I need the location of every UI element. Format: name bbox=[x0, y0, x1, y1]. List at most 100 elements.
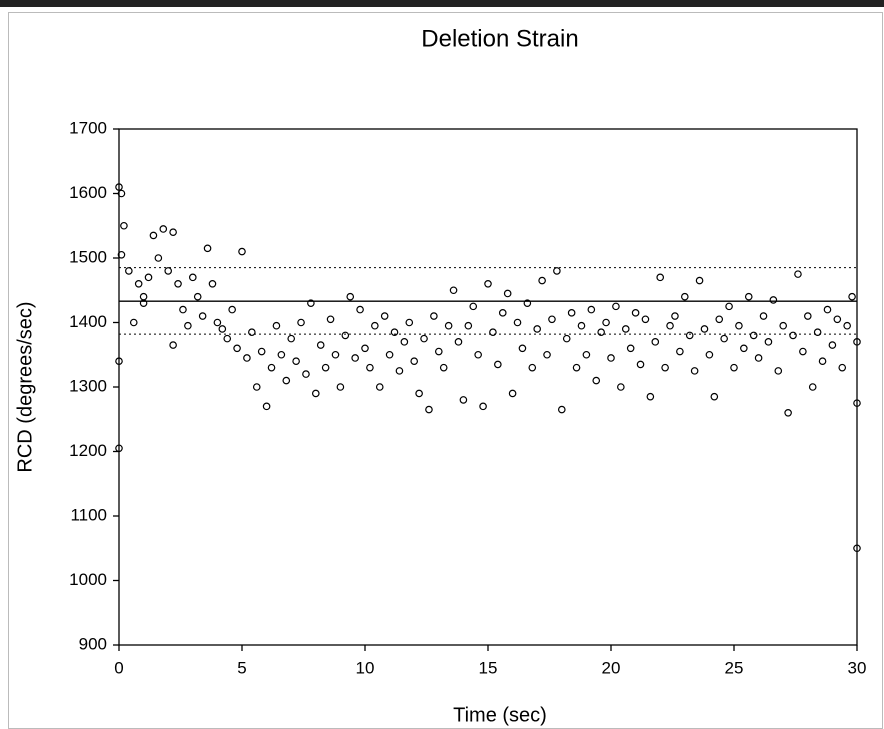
point bbox=[375, 383, 384, 391]
chart-title: Deletion Strain bbox=[421, 25, 578, 52]
point bbox=[331, 350, 340, 359]
point bbox=[292, 357, 300, 366]
point bbox=[607, 354, 615, 362]
point bbox=[326, 315, 335, 324]
point bbox=[828, 341, 837, 349]
point bbox=[799, 347, 807, 356]
point bbox=[218, 325, 227, 333]
point bbox=[129, 318, 138, 327]
point bbox=[636, 360, 645, 369]
point bbox=[597, 328, 605, 336]
x-axis-label: Time (sec) bbox=[453, 704, 547, 726]
point bbox=[169, 228, 177, 237]
point bbox=[139, 292, 148, 301]
point bbox=[685, 331, 694, 340]
point bbox=[469, 302, 478, 311]
point bbox=[808, 383, 817, 391]
point bbox=[117, 250, 126, 259]
point bbox=[744, 292, 753, 301]
point bbox=[198, 312, 207, 320]
y-tick-label: 1400 bbox=[69, 312, 107, 331]
point bbox=[189, 273, 197, 282]
point bbox=[567, 309, 576, 317]
point bbox=[833, 315, 842, 324]
point bbox=[538, 276, 546, 285]
point bbox=[115, 357, 123, 366]
point bbox=[243, 354, 251, 362]
point bbox=[297, 318, 305, 327]
point bbox=[695, 276, 704, 285]
point bbox=[248, 328, 256, 336]
point bbox=[277, 350, 286, 359]
point bbox=[169, 341, 177, 349]
point bbox=[646, 392, 655, 401]
x-tick-label: 5 bbox=[237, 658, 246, 677]
point bbox=[351, 354, 359, 362]
point bbox=[400, 338, 409, 346]
point bbox=[371, 321, 379, 330]
point bbox=[626, 344, 635, 353]
point bbox=[700, 325, 709, 333]
point bbox=[784, 408, 792, 417]
point bbox=[479, 402, 487, 411]
point bbox=[444, 321, 453, 330]
point bbox=[508, 389, 517, 398]
point bbox=[341, 331, 350, 340]
point bbox=[164, 267, 173, 275]
point bbox=[262, 402, 271, 411]
point bbox=[316, 341, 325, 349]
point bbox=[252, 383, 261, 391]
point bbox=[553, 267, 561, 275]
point bbox=[754, 354, 763, 362]
point bbox=[474, 350, 482, 359]
point bbox=[789, 331, 797, 340]
top-bar bbox=[0, 0, 884, 7]
point bbox=[233, 344, 241, 353]
point bbox=[434, 347, 443, 356]
point bbox=[425, 405, 433, 414]
point bbox=[464, 321, 473, 330]
point bbox=[307, 299, 315, 307]
point bbox=[336, 383, 345, 391]
point bbox=[410, 357, 419, 366]
point bbox=[705, 350, 714, 359]
point bbox=[395, 367, 404, 375]
point bbox=[680, 292, 689, 301]
x-tick-label: 15 bbox=[479, 658, 498, 677]
y-tick-label: 1700 bbox=[69, 118, 107, 137]
point bbox=[282, 376, 291, 385]
point bbox=[803, 312, 812, 320]
point bbox=[818, 357, 827, 366]
point bbox=[494, 360, 502, 369]
x-tick-label: 20 bbox=[602, 658, 621, 677]
point bbox=[449, 286, 458, 295]
point bbox=[415, 389, 423, 398]
x-tick-label: 30 bbox=[848, 658, 867, 677]
point bbox=[740, 344, 748, 353]
point bbox=[730, 363, 738, 372]
point bbox=[528, 363, 537, 372]
y-tick-label: 900 bbox=[79, 634, 107, 653]
point bbox=[213, 318, 222, 327]
y-tick-label: 1300 bbox=[69, 376, 107, 395]
point bbox=[311, 389, 320, 398]
point bbox=[154, 254, 163, 262]
point bbox=[203, 244, 212, 253]
point bbox=[769, 296, 778, 304]
point bbox=[272, 321, 281, 330]
y-tick-label: 1500 bbox=[69, 247, 107, 266]
point bbox=[385, 350, 394, 359]
point bbox=[582, 350, 591, 359]
point bbox=[612, 302, 620, 311]
point bbox=[823, 305, 832, 314]
point bbox=[174, 279, 182, 288]
point bbox=[144, 273, 153, 282]
y-tick-label: 1000 bbox=[69, 570, 107, 589]
point bbox=[193, 292, 202, 301]
point bbox=[489, 328, 497, 336]
point bbox=[484, 279, 492, 288]
y-tick-label: 1200 bbox=[69, 441, 107, 460]
x-tick-label: 25 bbox=[725, 658, 744, 677]
x-tick-label: 0 bbox=[114, 658, 123, 677]
